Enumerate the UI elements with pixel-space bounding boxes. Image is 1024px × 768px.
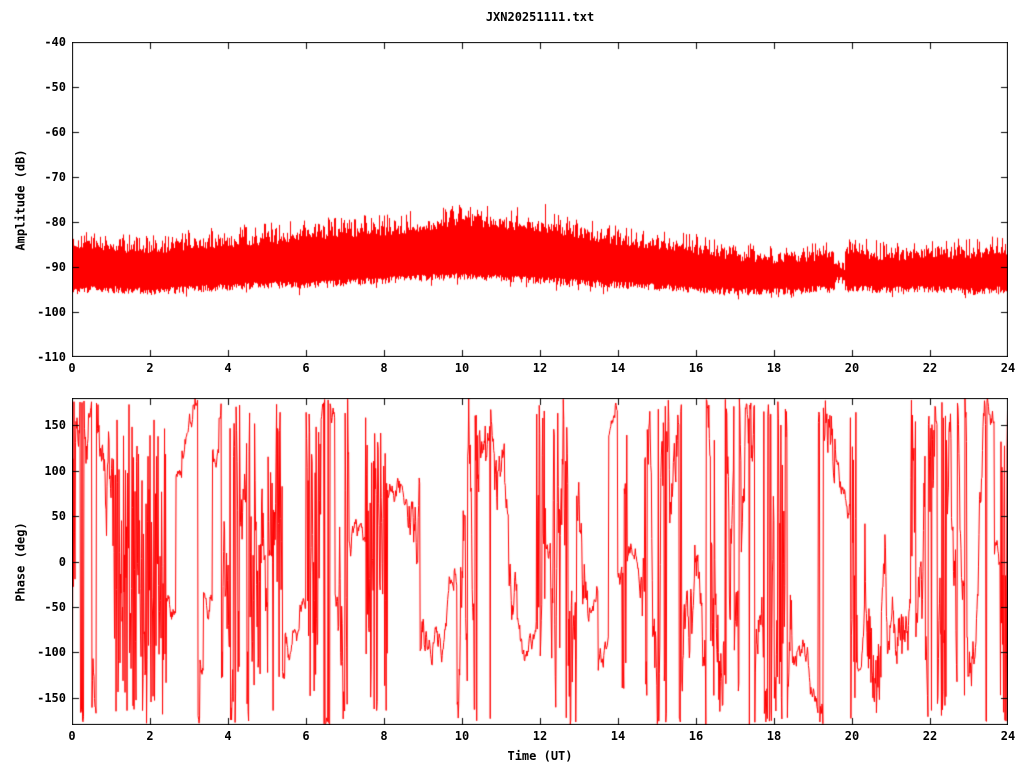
amplitude-x-tick-label: 16: [688, 361, 704, 375]
amplitude-x-tick-label: 24: [1000, 361, 1016, 375]
phase-x-tick-label: 16: [688, 729, 704, 743]
phase-x-tick-label: 8: [380, 729, 388, 743]
phase-x-tick-label: 20: [844, 729, 860, 743]
phase-x-tick-label: 4: [224, 729, 232, 743]
chart-title: JXN20251111.txt: [485, 10, 595, 24]
phase-y-tick-label: 0: [58, 554, 66, 569]
amplitude-plot-canvas: [72, 42, 1008, 357]
amplitude-y-tick-label: -60: [44, 125, 66, 139]
x-axis-label: Time (UT): [507, 749, 573, 763]
phase-plot-canvas: [72, 398, 1008, 725]
amplitude-y-tick-label: -110: [37, 350, 66, 364]
phase-x-tick-label: 0: [68, 729, 76, 743]
amplitude-x-tick-label: 18: [766, 361, 782, 375]
amplitude-x-tick-label: 2: [146, 361, 154, 375]
phase-x-tick-label: 24: [1000, 729, 1016, 743]
phase-x-tick-label: 22: [922, 729, 938, 743]
amplitude-x-tick-label: 0: [68, 361, 76, 375]
phase-y-tick-label: 150: [44, 418, 66, 433]
amplitude-x-tick-label: 10: [454, 361, 470, 375]
amplitude-y-tick-label: -100: [37, 305, 66, 319]
amplitude-y-tick-label: -90: [44, 260, 66, 274]
amplitude-x-tick-label: 4: [224, 361, 232, 375]
amplitude-y-tick-label: -50: [44, 80, 66, 94]
phase-x-tick-label: 14: [610, 729, 626, 743]
phase-y-tick-label: 50: [51, 509, 66, 524]
phase-y-tick-label: -150: [37, 690, 66, 705]
phase-x-tick-label: 12: [532, 729, 548, 743]
phase-x-tick-label: 2: [146, 729, 154, 743]
amplitude-x-tick-label: 20: [844, 361, 860, 375]
phase-y-tick-label: -50: [44, 599, 66, 614]
phase-y-tick-label: 100: [44, 463, 66, 478]
amplitude-y-tick-label: -70: [44, 170, 66, 184]
phase-x-tick-label: 18: [766, 729, 782, 743]
amplitude-y-tick-label: -80: [44, 215, 66, 229]
amplitude-x-tick-label: 8: [380, 361, 388, 375]
amplitude-x-tick-label: 6: [302, 361, 310, 375]
amplitude-y-tick-label: -40: [44, 35, 66, 49]
phase-x-tick-label: 6: [302, 729, 310, 743]
amplitude-x-tick-label: 14: [610, 361, 626, 375]
phase-x-tick-label: 10: [454, 729, 470, 743]
amplitude-x-tick-label: 12: [532, 361, 548, 375]
phase-y-tick-label: -100: [37, 645, 66, 660]
amplitude-x-tick-label: 22: [922, 361, 938, 375]
